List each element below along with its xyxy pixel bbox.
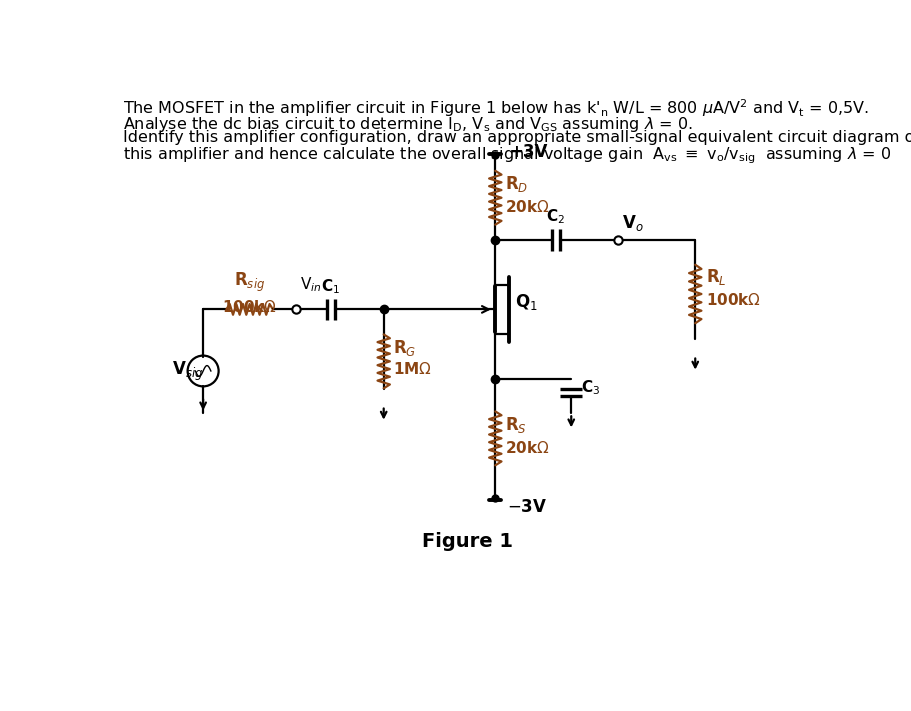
Text: 1M$\Omega$: 1M$\Omega$ (393, 361, 432, 377)
Text: 20k$\Omega$: 20k$\Omega$ (504, 199, 548, 215)
Text: C$_1$: C$_1$ (321, 277, 340, 296)
Text: R$_S$: R$_S$ (504, 415, 526, 434)
Text: The MOSFET in the amplifier circuit in Figure 1 below has k$'_{\rm n}$ W/L = 800: The MOSFET in the amplifier circuit in F… (123, 97, 868, 119)
Text: C$_3$: C$_3$ (580, 378, 599, 397)
Text: Q$_1$: Q$_1$ (515, 292, 537, 311)
Text: 100k$\Omega$: 100k$\Omega$ (705, 292, 761, 308)
Text: this amplifier and hence calculate the overall signal voltage gain  A$_{\rm vs}$: this amplifier and hence calculate the o… (123, 145, 890, 166)
Text: V$_{in}$: V$_{in}$ (300, 275, 322, 294)
Text: +3V: +3V (508, 142, 547, 161)
Text: R$_{sig}$: R$_{sig}$ (234, 271, 265, 294)
Text: R$_D$: R$_D$ (504, 174, 527, 194)
Text: $-$3V: $-$3V (507, 498, 547, 516)
Text: C$_2$: C$_2$ (546, 208, 565, 226)
Text: 100k$\Omega$: 100k$\Omega$ (222, 299, 277, 314)
Text: Analyse the dc bias circuit to determine I$_{\rm D}$, V$_{\rm s}$ and V$_{\rm GS: Analyse the dc bias circuit to determine… (123, 115, 692, 134)
Text: R$_G$: R$_G$ (393, 338, 416, 358)
Text: 20k$\Omega$: 20k$\Omega$ (504, 439, 548, 456)
Text: Figure 1: Figure 1 (422, 533, 512, 552)
Text: R$_L$: R$_L$ (705, 267, 726, 287)
Text: Identify this amplifier configuration, draw an appropriate small-signal equivale: Identify this amplifier configuration, d… (123, 130, 911, 145)
Text: V$_{sig}$: V$_{sig}$ (172, 359, 203, 383)
Text: V$_o$: V$_o$ (621, 213, 642, 233)
